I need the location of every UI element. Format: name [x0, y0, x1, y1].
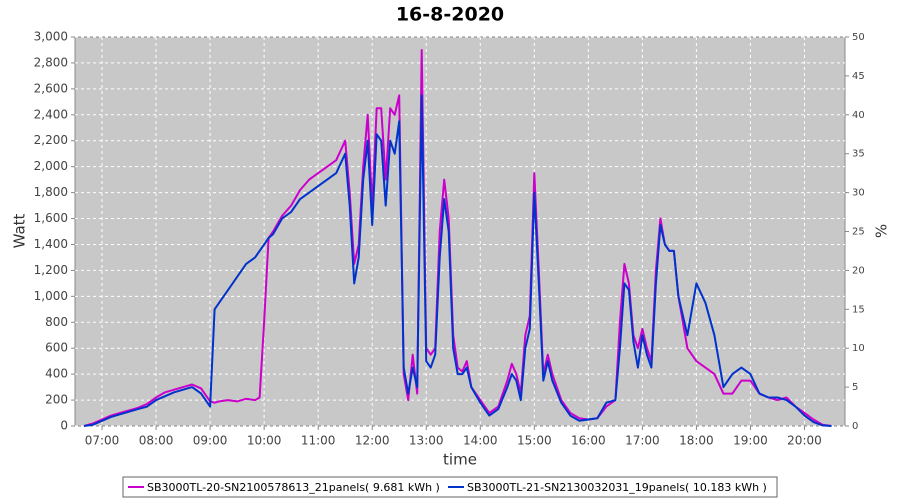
x-tick-label: 08:00: [139, 434, 174, 448]
plot-area: [74, 36, 846, 427]
y-tick-label: 2,600: [34, 81, 68, 95]
y-tick-label: 1,200: [34, 263, 68, 277]
y2-tick-label: 5: [852, 382, 858, 393]
y-tick-label: 2,800: [34, 55, 68, 69]
x-tick-label: 18:00: [679, 434, 714, 448]
y2-tick-label: 30: [852, 188, 865, 199]
x-tick-label: 10:00: [247, 434, 282, 448]
legend-label: SB3000TL-20-SN2100578613_21panels( 9.681…: [147, 481, 440, 494]
y2-tick-label: 35: [852, 149, 865, 160]
y-tick-label: 800: [45, 315, 68, 329]
x-axis-label: time: [443, 451, 477, 469]
y2-tick-label: 40: [852, 110, 865, 121]
y-tick-label: 3,000: [34, 30, 68, 44]
x-tick-label: 13:00: [409, 434, 444, 448]
y2-tick-label: 25: [852, 227, 865, 238]
y-tick-label: 600: [45, 341, 68, 355]
x-tick-label: 09:00: [193, 434, 228, 448]
y-tick-label: 2,000: [34, 159, 68, 173]
x-tick-label: 19:00: [733, 434, 768, 448]
y-tick-label: 1,400: [34, 237, 68, 251]
x-tick-label: 11:00: [301, 434, 336, 448]
y2-tick-label: 15: [852, 304, 865, 315]
y2-axis-label: %: [873, 224, 891, 238]
x-tick-label: 14:00: [463, 434, 498, 448]
x-tick-label: 15:00: [517, 434, 552, 448]
x-tick-label: 16:00: [571, 434, 606, 448]
y-tick-label: 0: [60, 419, 68, 433]
legend-label: SB3000TL-21-SN2130032031_19panels( 10.18…: [467, 481, 767, 494]
y2-tick-label: 0: [852, 421, 858, 432]
y-tick-label: 1,800: [34, 185, 68, 199]
x-tick-label: 20:00: [787, 434, 822, 448]
x-tick-label: 12:00: [355, 434, 390, 448]
y-tick-label: 1,000: [34, 289, 68, 303]
y-axis-label: Watt: [11, 213, 29, 248]
y-tick-label: 200: [45, 393, 68, 407]
y-tick-label: 400: [45, 367, 68, 381]
y-tick-label: 1,600: [34, 211, 68, 225]
x-tick-label: 07:00: [85, 434, 120, 448]
series-line: [83, 94, 832, 427]
y2-tick-label: 50: [852, 32, 865, 43]
x-tick-label: 17:00: [625, 434, 660, 448]
y-tick-label: 2,200: [34, 133, 68, 147]
chart-title: 16-8-2020: [396, 4, 504, 26]
y2-tick-label: 45: [852, 71, 865, 82]
y-tick-label: 2,400: [34, 107, 68, 121]
y2-tick-label: 10: [852, 343, 865, 354]
y2-tick-label: 20: [852, 265, 865, 276]
